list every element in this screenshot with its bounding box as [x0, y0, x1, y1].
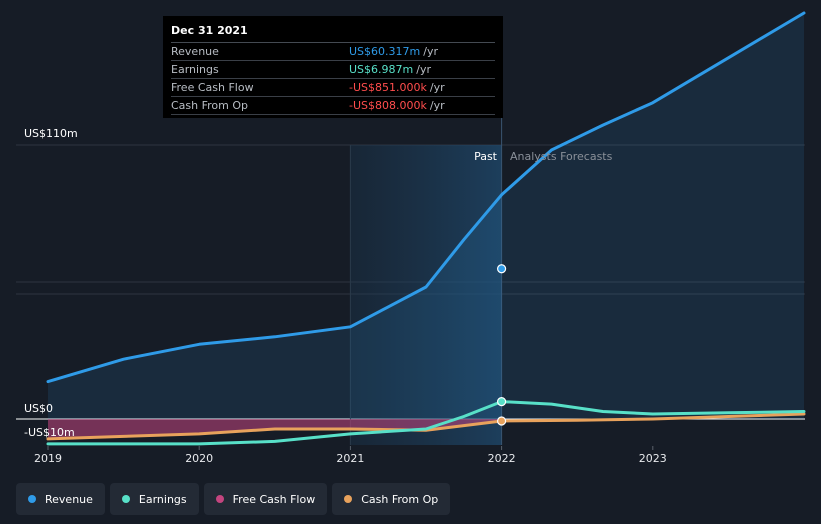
y-axis: US$110m US$0 -US$10m [24, 127, 78, 439]
tooltip-row-unit: /yr [429, 81, 445, 94]
x-tick-label: 2023 [639, 452, 667, 465]
tooltip-row-label: Revenue [171, 45, 219, 58]
legend-label: Revenue [45, 492, 93, 506]
tooltip-row: Free Cash Flow -US$851.000k/yr [171, 79, 495, 97]
tooltip-row: Revenue US$60.317m/yr [171, 43, 495, 61]
tooltip-row: Cash From Op -US$808.000k/yr [171, 97, 495, 115]
x-tick-label: 2019 [34, 452, 62, 465]
legend-item-cash-from-op[interactable]: Cash From Op [332, 483, 451, 515]
y-tick-label: -US$10m [24, 426, 75, 439]
forecast-label: Analysts Forecasts [510, 150, 613, 163]
tooltip-row-unit: /yr [429, 99, 445, 112]
legend-item-earnings[interactable]: Earnings [109, 483, 199, 515]
highlight-markers [497, 264, 507, 426]
series-line-revenue [46, 11, 806, 384]
legend-item-revenue[interactable]: Revenue [16, 483, 105, 515]
tooltip-row: Earnings US$6.987m/yr [171, 61, 495, 79]
tooltip-row-label: Earnings [171, 63, 219, 76]
tooltip-date: Dec 31 2021 [171, 22, 495, 43]
legend-label: Free Cash Flow [232, 492, 316, 506]
legend-dot-icon [344, 495, 353, 503]
x-tick-label: 2021 [336, 452, 364, 465]
marker-revenue [497, 264, 507, 274]
x-tick-label: 2022 [488, 452, 516, 465]
tooltip: Dec 31 2021 Revenue US$60.317m/yr Earnings… [163, 16, 503, 118]
past-shade [349, 118, 503, 445]
tooltip-row-value: -US$808.000k [349, 99, 427, 112]
past-label: Past [474, 150, 498, 163]
series-lines [46, 11, 806, 446]
past-region [350, 145, 502, 445]
x-axis: 2019 2020 2021 2022 2023 [34, 446, 667, 465]
legend-dot-icon [215, 495, 224, 503]
y-tick-label: US$110m [24, 127, 78, 140]
tooltip-row-unit: /yr [416, 63, 431, 76]
legend-dot-icon [28, 495, 36, 503]
legend-dot-icon [121, 495, 130, 503]
marker-cash-from-op [497, 416, 507, 426]
tooltip-row-label: Free Cash Flow [171, 81, 254, 94]
x-tick-label: 2020 [185, 452, 213, 465]
legend-item-free-cash-flow[interactable]: Free Cash Flow [203, 483, 328, 515]
tooltip-row-value: US$60.317m [349, 45, 421, 58]
legend-label: Cash From Op [361, 492, 439, 506]
tooltip-row-value: US$6.987m [349, 63, 414, 76]
legend: Revenue Earnings Free Cash Flow Cash From O… [16, 483, 451, 515]
tooltip-row-value: -US$851.000k [349, 81, 427, 94]
revenue-area [48, 13, 804, 419]
series-line-earnings [46, 400, 806, 446]
marker-earnings [497, 396, 507, 407]
legend-label: Earnings [138, 492, 187, 506]
tooltip-row-unit: /yr [423, 45, 438, 58]
y-tick-label: US$0 [24, 402, 53, 415]
tooltip-row-label: Cash From Op [171, 99, 249, 112]
